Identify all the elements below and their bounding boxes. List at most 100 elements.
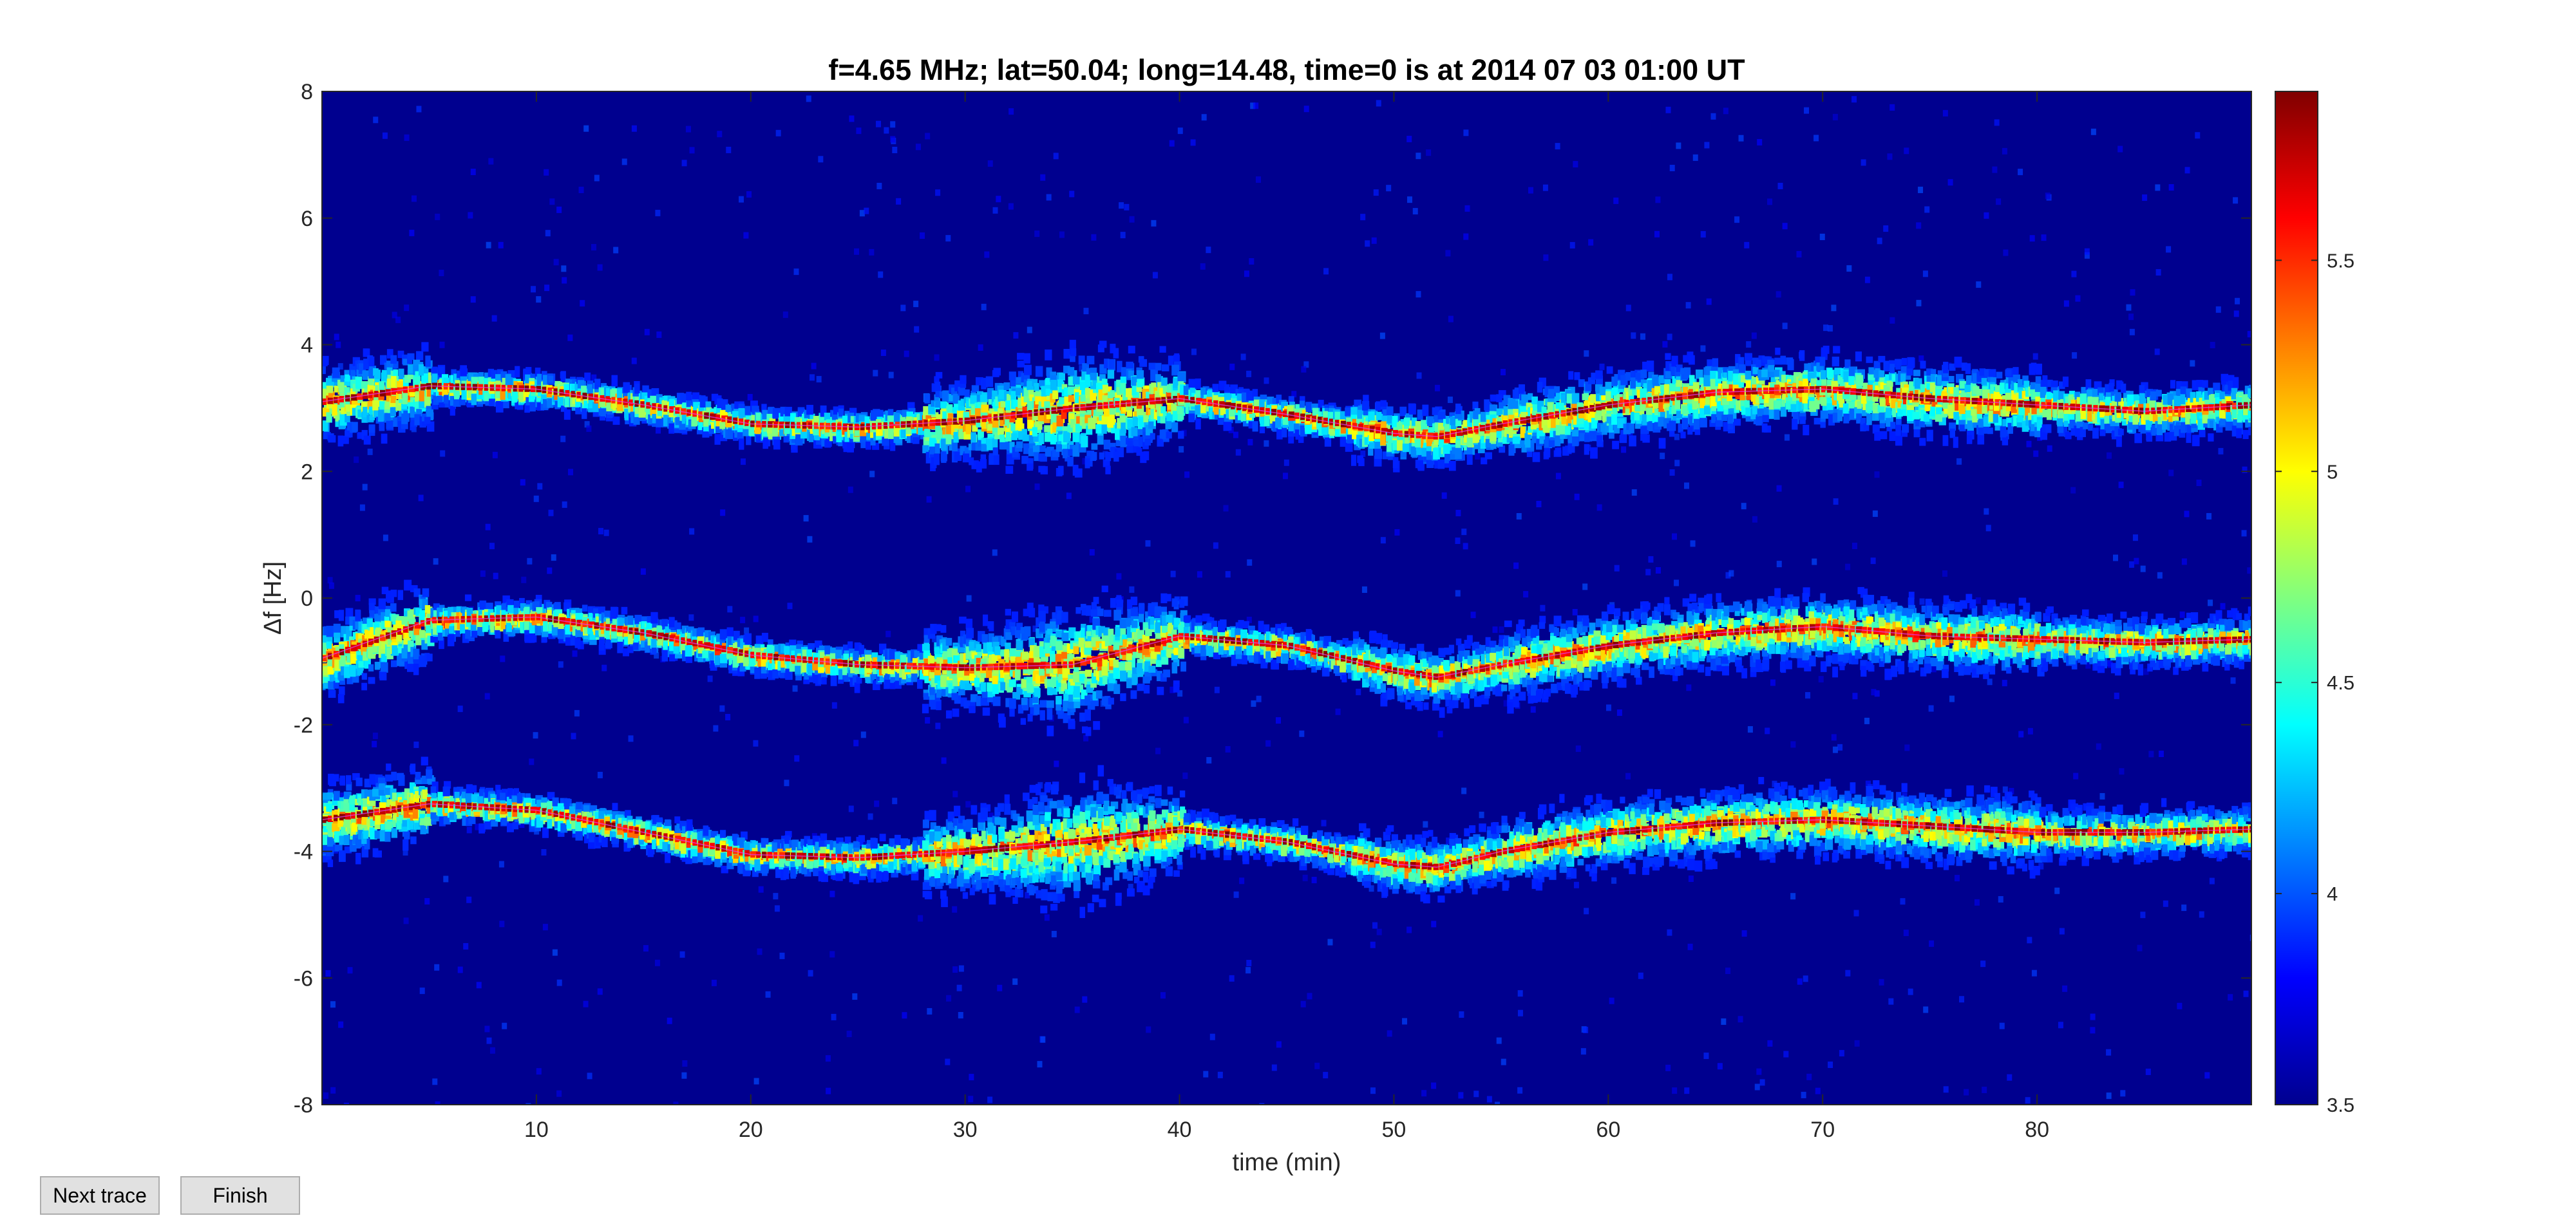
heat-cell (1287, 426, 1296, 437)
noise-cell (1770, 679, 1776, 686)
noise-cell (1676, 142, 1681, 149)
heat-cell (468, 389, 475, 398)
noise-cell (2181, 904, 2187, 912)
noise-cell (2233, 310, 2239, 317)
heat-cell (1105, 465, 1111, 474)
heat-cell (756, 436, 764, 443)
noise-cell (643, 945, 649, 952)
heat-cell (766, 426, 773, 434)
noise-cell (1776, 291, 1781, 298)
heat-cell (495, 378, 502, 387)
heat-cell (1363, 406, 1370, 416)
noise-cell (1757, 138, 1763, 145)
noise-cell (631, 357, 637, 364)
heat-cell (1629, 423, 1634, 434)
noise-cell (601, 664, 607, 671)
noise-cell (655, 427, 661, 434)
heat-cell (795, 434, 803, 445)
heat-cell (1548, 389, 1555, 398)
noise-cell (667, 1017, 672, 1024)
noise-cell (1831, 304, 1837, 312)
noise-cell (560, 435, 566, 442)
heat-cell (1032, 427, 1037, 437)
heat-cell (1388, 436, 1395, 448)
heat-cell (954, 451, 962, 462)
heat-cell (1560, 430, 1567, 439)
heat-cell (1417, 409, 1423, 420)
trace-core-cell (1531, 415, 1539, 422)
heat-cell (1023, 395, 1030, 402)
heat-cell (1128, 428, 1134, 438)
heat-cell (460, 373, 468, 385)
heat-cell (367, 400, 375, 409)
noise-cell (2155, 269, 2161, 276)
heat-cell (1559, 426, 1567, 435)
heat-cell (1520, 426, 1526, 438)
heat-cell (1502, 436, 1510, 444)
noise-cell (1613, 197, 1619, 204)
noise-cell (1987, 679, 1993, 686)
heat-cell (592, 409, 601, 417)
trace-core-cell (727, 416, 734, 423)
noise-cell (1437, 731, 1443, 738)
heat-cell (442, 385, 449, 395)
heat-cell (1444, 424, 1452, 436)
heat-cell (1530, 421, 1537, 430)
noise-cell (753, 740, 759, 747)
heat-cell (895, 433, 902, 444)
heat-cell (999, 442, 1007, 450)
heat-cell (478, 372, 484, 380)
noise-cell (1902, 792, 1908, 800)
heat-cell (698, 413, 706, 422)
heat-cell (1104, 359, 1110, 369)
heat-cell (1017, 353, 1025, 360)
trace-core-cell (1543, 413, 1550, 420)
heat-cell (548, 375, 554, 383)
heat-cell (1438, 422, 1445, 430)
heat-cell (731, 403, 737, 415)
heat-cell (1086, 355, 1095, 365)
heat-cell (1700, 418, 1707, 427)
heat-cell (339, 414, 347, 426)
noise-cell (1426, 149, 1432, 156)
heat-cell (1157, 414, 1163, 424)
noise-cell (1832, 746, 1838, 753)
heat-cell (1574, 372, 1580, 380)
heat-cell (1666, 411, 1672, 422)
heat-cell (820, 431, 828, 438)
noise-cell (1871, 689, 1877, 696)
heat-cell (686, 402, 694, 413)
noise-cell (1431, 921, 1437, 928)
heat-cell (1079, 411, 1086, 422)
heat-cell (1658, 375, 1665, 384)
heat-cell (1115, 438, 1122, 447)
heat-cell (1160, 406, 1166, 414)
heat-cell (403, 410, 410, 422)
noise-cell (536, 1068, 542, 1075)
heat-cell (345, 404, 352, 412)
heat-cell (1558, 402, 1564, 413)
trace-core-cell (1311, 415, 1318, 422)
noise-cell (856, 127, 862, 135)
heat-cell (1063, 431, 1070, 443)
heat-cell (1023, 353, 1030, 364)
heat-cell (438, 366, 444, 373)
noise-cell (1569, 241, 1575, 248)
trace-core-cell (1300, 413, 1307, 420)
noise-cell (997, 984, 1003, 991)
heat-cell (1503, 406, 1511, 416)
heat-cell (1018, 423, 1025, 433)
noise-cell (1013, 332, 1019, 339)
noise-cell (1918, 355, 1924, 362)
noise-cell (829, 951, 835, 958)
noise-cell (457, 966, 463, 973)
noise-cell (738, 196, 744, 203)
heat-cell (1110, 343, 1116, 353)
noise-cell (338, 1021, 344, 1028)
heat-cell (1252, 421, 1258, 432)
noise-cell (1151, 220, 1157, 227)
heat-cell (1485, 438, 1493, 447)
noise-cell (1954, 875, 1960, 882)
noise-cell (1723, 108, 1728, 115)
noise-cell (1929, 940, 1935, 947)
